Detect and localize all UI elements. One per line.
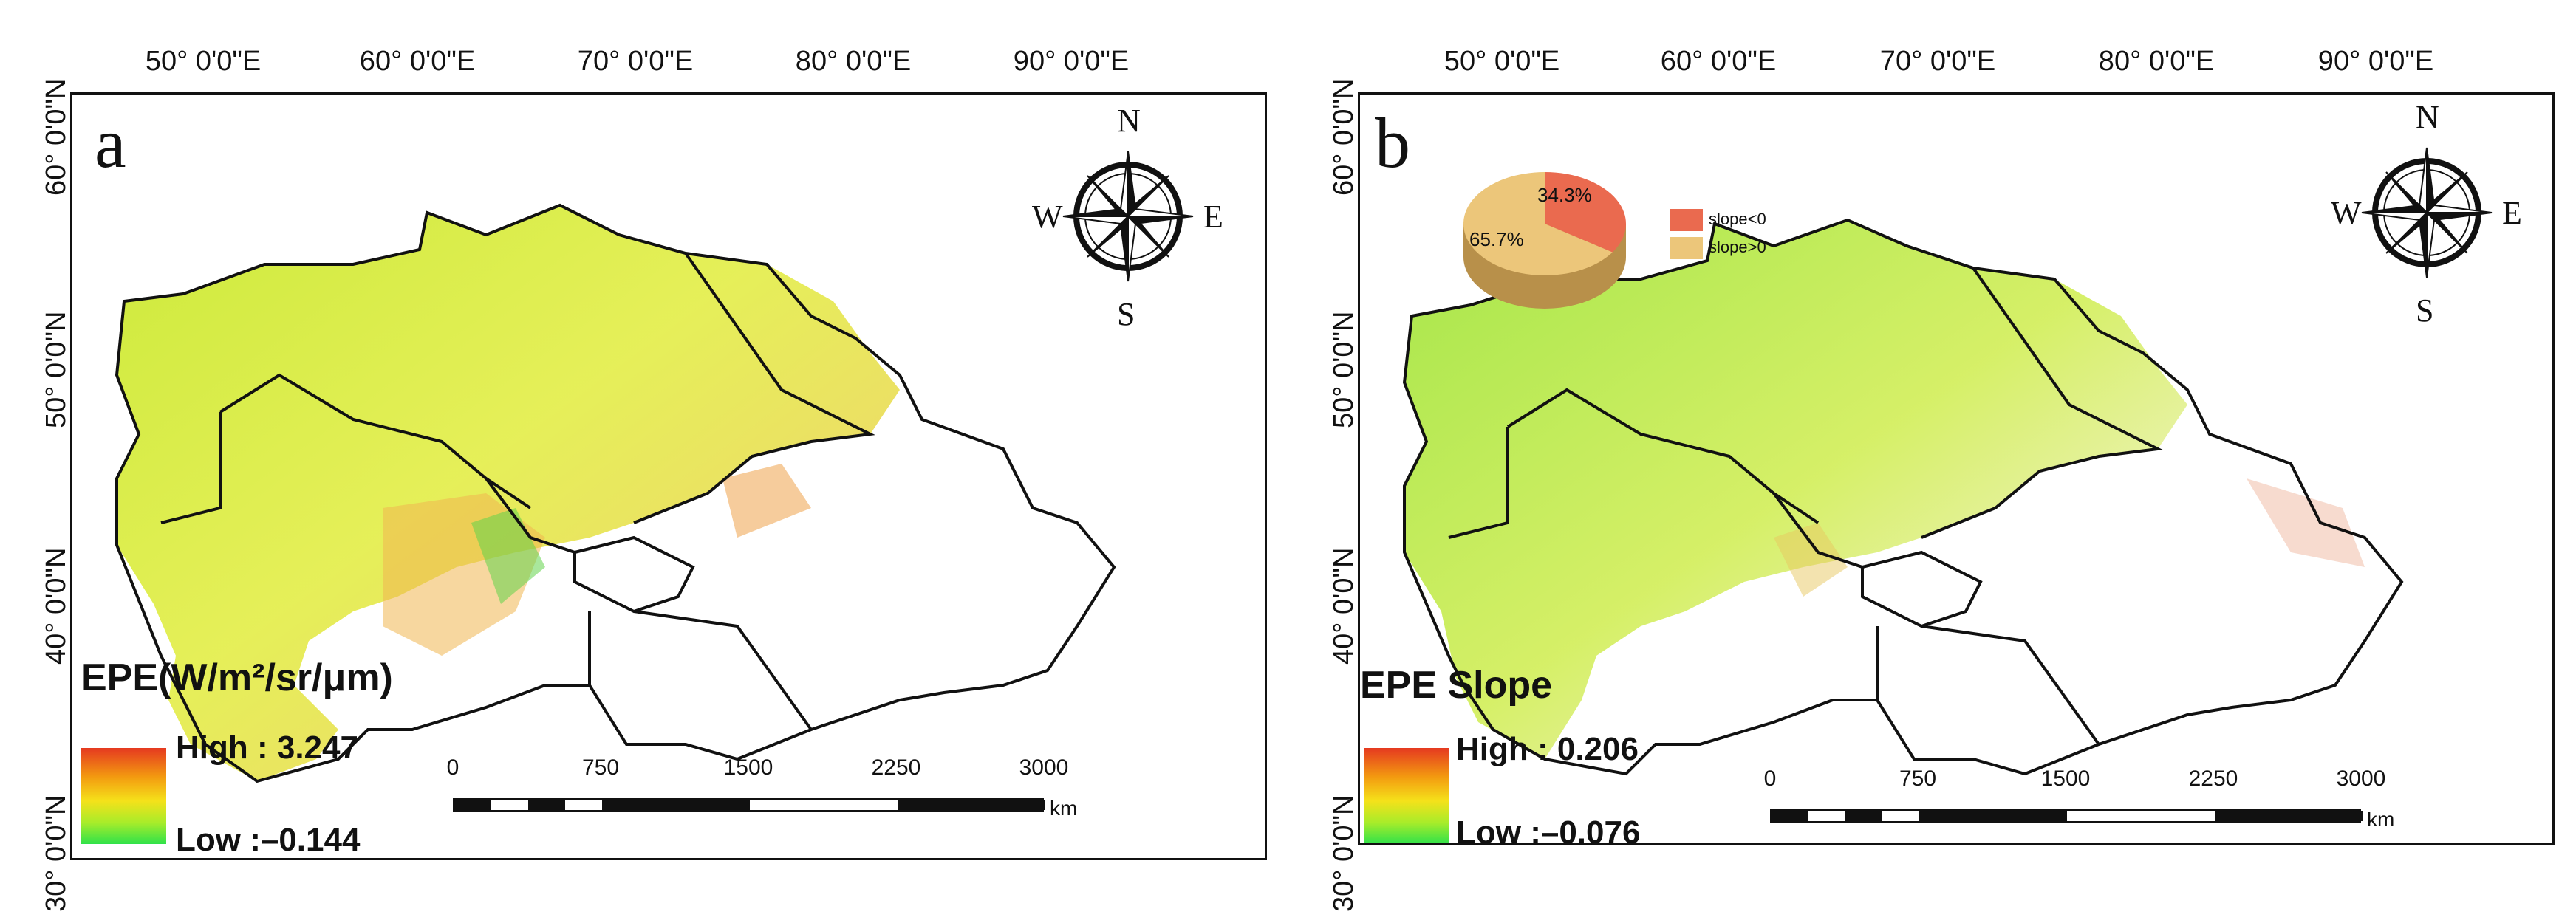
compass-n-b: N (2416, 99, 2439, 135)
compass-star-icon-b (2361, 147, 2493, 278)
lat-label-40n-b: 40° 0'0"N (1328, 547, 1359, 665)
compass-rose-b: N S W E (2331, 98, 2523, 334)
slope-pie-chart: 34.3% 65.7% slope<0 slope>0 (1456, 143, 1766, 334)
scale-unit-a: km (1050, 797, 1078, 820)
lon-label-60e-b: 60° 0'0"E (1660, 46, 1777, 77)
compass-rose-a: N S W E (1032, 102, 1224, 338)
pie-legend-pos-label: slope>0 (1709, 237, 1766, 256)
compass-s: S (1117, 296, 1135, 332)
lon-label-80e-b: 80° 0'0"E (2098, 46, 2215, 77)
lon-label-70e: 70° 0'0"E (577, 46, 694, 77)
pie-legend-pos: slope>0 (1670, 237, 1766, 259)
map-panel-b: 50° 0'0"E 60° 0'0"E 70° 0'0"E 80° 0'0"E … (1288, 0, 2576, 923)
color-ramp-a (81, 748, 166, 844)
compass-star-icon (1062, 151, 1194, 282)
lat-label-50n-b: 50° 0'0"N (1328, 311, 1359, 428)
legend-low-a: Low :–0.144 (176, 822, 361, 858)
lat-label-40n: 40° 0'0"N (41, 547, 72, 665)
lon-label-70e-b: 70° 0'0"E (1879, 46, 1996, 77)
scale-unit-b: km (2367, 808, 2395, 831)
scale-bar-a: 0 750 1500 2250 3000 km (447, 755, 1081, 837)
pie-legend-neg-label: slope<0 (1709, 209, 1766, 228)
legend-low-b: Low :–0.076 (1456, 814, 1641, 845)
scale-track-a (453, 798, 1045, 812)
scale-tick-1500: 1500 (723, 755, 773, 780)
lat-label-60n: 60° 0'0"N (41, 78, 72, 196)
lon-label-80e: 80° 0'0"E (795, 46, 912, 77)
lat-label-30n-b: 30° 0'0"N (1328, 795, 1359, 912)
central-asia-map-b (1402, 218, 2404, 776)
map-frame-b: b 34.3% 65.7% (1358, 92, 2555, 845)
lon-label-50e-b: 50° 0'0"E (1444, 46, 1560, 77)
scale-tick-3000: 3000 (1019, 755, 1069, 780)
scale-tick-2250: 2250 (871, 755, 921, 780)
pie-label-pos: 65.7% (1469, 228, 1524, 250)
compass-e-b: E (2502, 195, 2522, 231)
legend-high-b: High : 0.206 (1456, 731, 1639, 767)
pie-svg: 34.3% 65.7% (1463, 172, 1626, 309)
compass-e: E (1203, 199, 1223, 235)
scale-tick-0-b: 0 (1763, 766, 1777, 791)
central-asia-map-a (115, 203, 1116, 783)
lat-label-50n: 50° 0'0"N (41, 311, 72, 428)
compass-w: W (1032, 199, 1063, 235)
scale-tick-0: 0 (446, 755, 459, 780)
scale-tick-750-b: 750 (1899, 766, 1937, 791)
scale-tick-3000-b: 3000 (2336, 766, 2386, 791)
scale-tick-750: 750 (581, 755, 620, 780)
pie-legend-neg: slope<0 (1670, 209, 1766, 231)
pie-slice-slope-pos (1463, 172, 1613, 275)
pie-label-neg: 34.3% (1537, 184, 1592, 206)
lat-label-60n-b: 60° 0'0"N (1328, 78, 1359, 196)
scale-track-b (1770, 809, 2363, 823)
lon-label-90e-b: 90° 0'0"E (2317, 46, 2434, 77)
country-borders-b (1402, 218, 2404, 776)
scale-tick-2250-b: 2250 (2188, 766, 2238, 791)
compass-s-b: S (2416, 292, 2434, 329)
panel-label-b: b (1375, 103, 1410, 182)
pie-slice-slope-neg (1545, 172, 1626, 253)
pie-swatch-pos (1670, 237, 1703, 259)
legend-title-b: EPE Slope (1360, 664, 1553, 707)
legend-title-a: EPE(W/m²/sr/μm) (81, 656, 393, 699)
compass-w-b: W (2331, 195, 2362, 231)
scale-bar-b: 0 750 1500 2250 3000 km (1764, 766, 2398, 843)
color-ramp-b (1364, 748, 1449, 843)
legend-high-a: High : 3.247 (176, 730, 358, 766)
lon-label-60e: 60° 0'0"E (359, 46, 476, 77)
map-panel-a: 50° 0'0"E 60° 0'0"E 70° 0'0"E 80° 0'0"E … (41, 46, 1267, 912)
country-borders-a (115, 203, 1116, 783)
map-frame-a: a N S W E (70, 92, 1267, 860)
pie-swatch-neg (1670, 209, 1703, 231)
scale-tick-1500-b: 1500 (2040, 766, 2091, 791)
vegetation-fill-b (1404, 220, 2187, 759)
panel-label-a: a (95, 103, 126, 182)
lon-label-90e: 90° 0'0"E (1013, 46, 1130, 77)
lat-label-30n: 30° 0'0"N (41, 795, 72, 912)
lon-label-50e: 50° 0'0"E (145, 46, 262, 77)
compass-n: N (1117, 103, 1141, 139)
